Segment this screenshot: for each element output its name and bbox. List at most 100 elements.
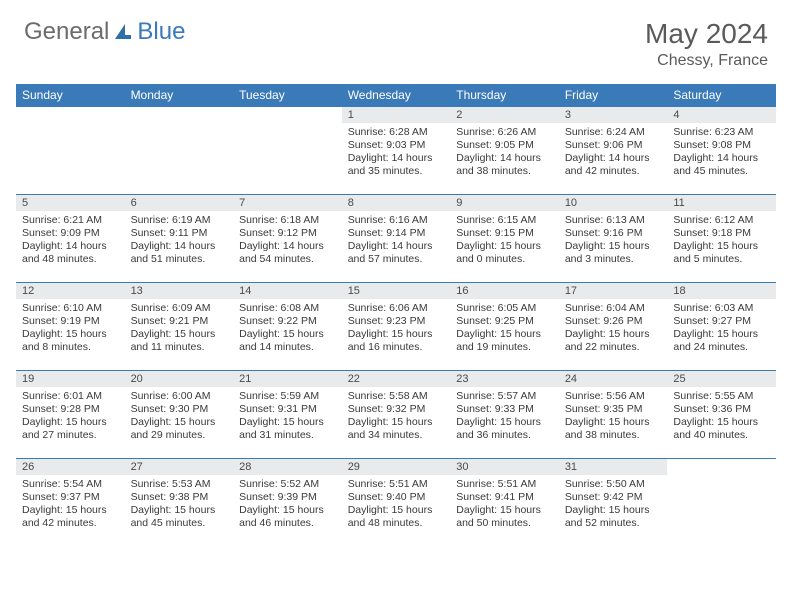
sunset-line: Sunset: 9:40 PM [348, 491, 445, 504]
weekday-header-row: SundayMondayTuesdayWednesdayThursdayFrid… [16, 84, 776, 106]
daylight-line-2: and 5 minutes. [673, 253, 770, 266]
sunset-line: Sunset: 9:14 PM [348, 227, 445, 240]
daylight-line-1: Daylight: 14 hours [22, 240, 119, 253]
daylight-line-2: and 52 minutes. [565, 517, 662, 530]
brand-sail-icon [113, 22, 133, 42]
daylight-line-1: Daylight: 15 hours [239, 416, 336, 429]
daylight-line-1: Daylight: 14 hours [456, 152, 553, 165]
weekday-header: Wednesday [342, 84, 451, 106]
calendar-week-row: 26Sunrise: 5:54 AMSunset: 9:37 PMDayligh… [16, 458, 776, 546]
sunrise-line: Sunrise: 6:05 AM [456, 302, 553, 315]
daylight-line-1: Daylight: 14 hours [131, 240, 228, 253]
day-number-bar: 26 [16, 458, 125, 475]
day-details: Sunrise: 6:19 AMSunset: 9:11 PMDaylight:… [125, 211, 234, 271]
calendar-week-row: 12Sunrise: 6:10 AMSunset: 9:19 PMDayligh… [16, 282, 776, 370]
empty-day-bar [125, 106, 234, 123]
daylight-line-1: Daylight: 14 hours [348, 152, 445, 165]
calendar-day-cell: 9Sunrise: 6:15 AMSunset: 9:15 PMDaylight… [450, 194, 559, 282]
month-title: May 2024 [645, 18, 768, 50]
sunrise-line: Sunrise: 6:24 AM [565, 126, 662, 139]
day-details: Sunrise: 6:12 AMSunset: 9:18 PMDaylight:… [667, 211, 776, 271]
calendar-day-cell: 24Sunrise: 5:56 AMSunset: 9:35 PMDayligh… [559, 370, 668, 458]
calendar-day-cell: 16Sunrise: 6:05 AMSunset: 9:25 PMDayligh… [450, 282, 559, 370]
sunrise-line: Sunrise: 6:06 AM [348, 302, 445, 315]
brand-text-1: General [24, 18, 109, 46]
sunset-line: Sunset: 9:25 PM [456, 315, 553, 328]
sunset-line: Sunset: 9:31 PM [239, 403, 336, 416]
daylight-line-2: and 34 minutes. [348, 429, 445, 442]
daylight-line-2: and 24 minutes. [673, 341, 770, 354]
day-number-bar: 22 [342, 370, 451, 387]
day-details: Sunrise: 6:04 AMSunset: 9:26 PMDaylight:… [559, 299, 668, 359]
daylight-line-1: Daylight: 15 hours [239, 504, 336, 517]
calendar-week-row: 19Sunrise: 6:01 AMSunset: 9:28 PMDayligh… [16, 370, 776, 458]
daylight-line-1: Daylight: 15 hours [565, 328, 662, 341]
sunrise-line: Sunrise: 6:26 AM [456, 126, 553, 139]
day-details: Sunrise: 5:55 AMSunset: 9:36 PMDaylight:… [667, 387, 776, 447]
calendar-day-cell: 21Sunrise: 5:59 AMSunset: 9:31 PMDayligh… [233, 370, 342, 458]
daylight-line-2: and 35 minutes. [348, 165, 445, 178]
sunset-line: Sunset: 9:05 PM [456, 139, 553, 152]
day-number-bar: 6 [125, 194, 234, 211]
daylight-line-1: Daylight: 15 hours [673, 328, 770, 341]
day-number-bar: 18 [667, 282, 776, 299]
sunrise-line: Sunrise: 5:51 AM [456, 478, 553, 491]
day-number-bar: 24 [559, 370, 668, 387]
calendar-empty-cell [125, 106, 234, 194]
sunrise-line: Sunrise: 6:16 AM [348, 214, 445, 227]
day-details: Sunrise: 6:05 AMSunset: 9:25 PMDaylight:… [450, 299, 559, 359]
sunset-line: Sunset: 9:28 PM [22, 403, 119, 416]
sunset-line: Sunset: 9:23 PM [348, 315, 445, 328]
daylight-line-2: and 50 minutes. [456, 517, 553, 530]
day-details: Sunrise: 5:53 AMSunset: 9:38 PMDaylight:… [125, 475, 234, 535]
daylight-line-1: Daylight: 15 hours [131, 416, 228, 429]
sunrise-line: Sunrise: 5:57 AM [456, 390, 553, 403]
day-number-bar: 3 [559, 106, 668, 123]
daylight-line-1: Daylight: 14 hours [348, 240, 445, 253]
day-details: Sunrise: 6:18 AMSunset: 9:12 PMDaylight:… [233, 211, 342, 271]
day-number-bar: 25 [667, 370, 776, 387]
sunset-line: Sunset: 9:26 PM [565, 315, 662, 328]
daylight-line-1: Daylight: 15 hours [348, 504, 445, 517]
day-number-bar: 27 [125, 458, 234, 475]
daylight-line-1: Daylight: 15 hours [131, 328, 228, 341]
title-block: May 2024 Chessy, France [645, 18, 768, 70]
day-number-bar: 2 [450, 106, 559, 123]
calendar-empty-cell [667, 458, 776, 546]
daylight-line-2: and 19 minutes. [456, 341, 553, 354]
daylight-line-1: Daylight: 15 hours [456, 328, 553, 341]
day-number-bar: 10 [559, 194, 668, 211]
sunrise-line: Sunrise: 6:23 AM [673, 126, 770, 139]
sunrise-line: Sunrise: 5:50 AM [565, 478, 662, 491]
sunset-line: Sunset: 9:27 PM [673, 315, 770, 328]
sunrise-line: Sunrise: 5:52 AM [239, 478, 336, 491]
day-details: Sunrise: 5:54 AMSunset: 9:37 PMDaylight:… [16, 475, 125, 535]
daylight-line-2: and 48 minutes. [22, 253, 119, 266]
calendar-day-cell: 23Sunrise: 5:57 AMSunset: 9:33 PMDayligh… [450, 370, 559, 458]
calendar-day-cell: 27Sunrise: 5:53 AMSunset: 9:38 PMDayligh… [125, 458, 234, 546]
calendar-day-cell: 5Sunrise: 6:21 AMSunset: 9:09 PMDaylight… [16, 194, 125, 282]
calendar-day-cell: 7Sunrise: 6:18 AMSunset: 9:12 PMDaylight… [233, 194, 342, 282]
daylight-line-1: Daylight: 15 hours [673, 416, 770, 429]
daylight-line-1: Daylight: 15 hours [456, 504, 553, 517]
day-number-bar: 13 [125, 282, 234, 299]
day-number-bar: 28 [233, 458, 342, 475]
day-details: Sunrise: 5:59 AMSunset: 9:31 PMDaylight:… [233, 387, 342, 447]
calendar-day-cell: 19Sunrise: 6:01 AMSunset: 9:28 PMDayligh… [16, 370, 125, 458]
daylight-line-2: and 38 minutes. [565, 429, 662, 442]
calendar-day-cell: 2 Sunrise: 6:26 AMSunset: 9:05 PMDaylight… [450, 106, 559, 194]
calendar-table: SundayMondayTuesdayWednesdayThursdayFrid… [16, 84, 776, 546]
sunset-line: Sunset: 9:38 PM [131, 491, 228, 504]
calendar-day-cell: 29Sunrise: 5:51 AMSunset: 9:40 PMDayligh… [342, 458, 451, 546]
day-details: Sunrise: 6:08 AMSunset: 9:22 PMDaylight:… [233, 299, 342, 359]
day-details: Sunrise: 5:58 AMSunset: 9:32 PMDaylight:… [342, 387, 451, 447]
day-number-bar: 23 [450, 370, 559, 387]
calendar-day-cell: 20Sunrise: 6:00 AMSunset: 9:30 PMDayligh… [125, 370, 234, 458]
day-number-bar: 8 [342, 194, 451, 211]
weekday-header: Sunday [16, 84, 125, 106]
calendar-day-cell: 12Sunrise: 6:10 AMSunset: 9:19 PMDayligh… [16, 282, 125, 370]
sunset-line: Sunset: 9:32 PM [348, 403, 445, 416]
day-details: Sunrise: 6:21 AMSunset: 9:09 PMDaylight:… [16, 211, 125, 271]
calendar-week-row: 5Sunrise: 6:21 AMSunset: 9:09 PMDaylight… [16, 194, 776, 282]
daylight-line-1: Daylight: 15 hours [239, 328, 336, 341]
